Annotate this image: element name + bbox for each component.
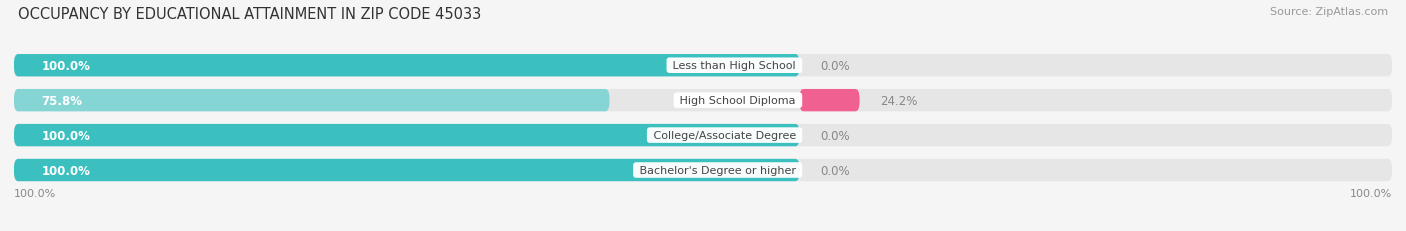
Text: 100.0%: 100.0% xyxy=(42,59,90,72)
Text: OCCUPANCY BY EDUCATIONAL ATTAINMENT IN ZIP CODE 45033: OCCUPANCY BY EDUCATIONAL ATTAINMENT IN Z… xyxy=(18,7,481,22)
FancyBboxPatch shape xyxy=(14,90,1392,112)
FancyBboxPatch shape xyxy=(14,90,610,112)
FancyBboxPatch shape xyxy=(14,124,800,147)
Text: 100.0%: 100.0% xyxy=(14,188,56,198)
Text: 0.0%: 0.0% xyxy=(820,129,849,142)
Text: Less than High School: Less than High School xyxy=(669,61,800,71)
FancyBboxPatch shape xyxy=(14,159,1392,181)
Text: 24.2%: 24.2% xyxy=(880,94,918,107)
Text: 0.0%: 0.0% xyxy=(820,59,849,72)
Text: 75.8%: 75.8% xyxy=(42,94,83,107)
Text: 100.0%: 100.0% xyxy=(42,164,90,177)
Text: College/Associate Degree: College/Associate Degree xyxy=(650,131,800,140)
FancyBboxPatch shape xyxy=(14,124,1392,147)
Text: High School Diploma: High School Diploma xyxy=(676,96,800,106)
FancyBboxPatch shape xyxy=(14,159,800,181)
FancyBboxPatch shape xyxy=(14,55,800,77)
Text: 0.0%: 0.0% xyxy=(820,164,849,177)
FancyBboxPatch shape xyxy=(14,55,1392,77)
Text: 100.0%: 100.0% xyxy=(1350,188,1392,198)
FancyBboxPatch shape xyxy=(800,90,859,112)
Text: 100.0%: 100.0% xyxy=(42,129,90,142)
Text: Source: ZipAtlas.com: Source: ZipAtlas.com xyxy=(1270,7,1388,17)
Text: Bachelor's Degree or higher: Bachelor's Degree or higher xyxy=(636,165,800,175)
